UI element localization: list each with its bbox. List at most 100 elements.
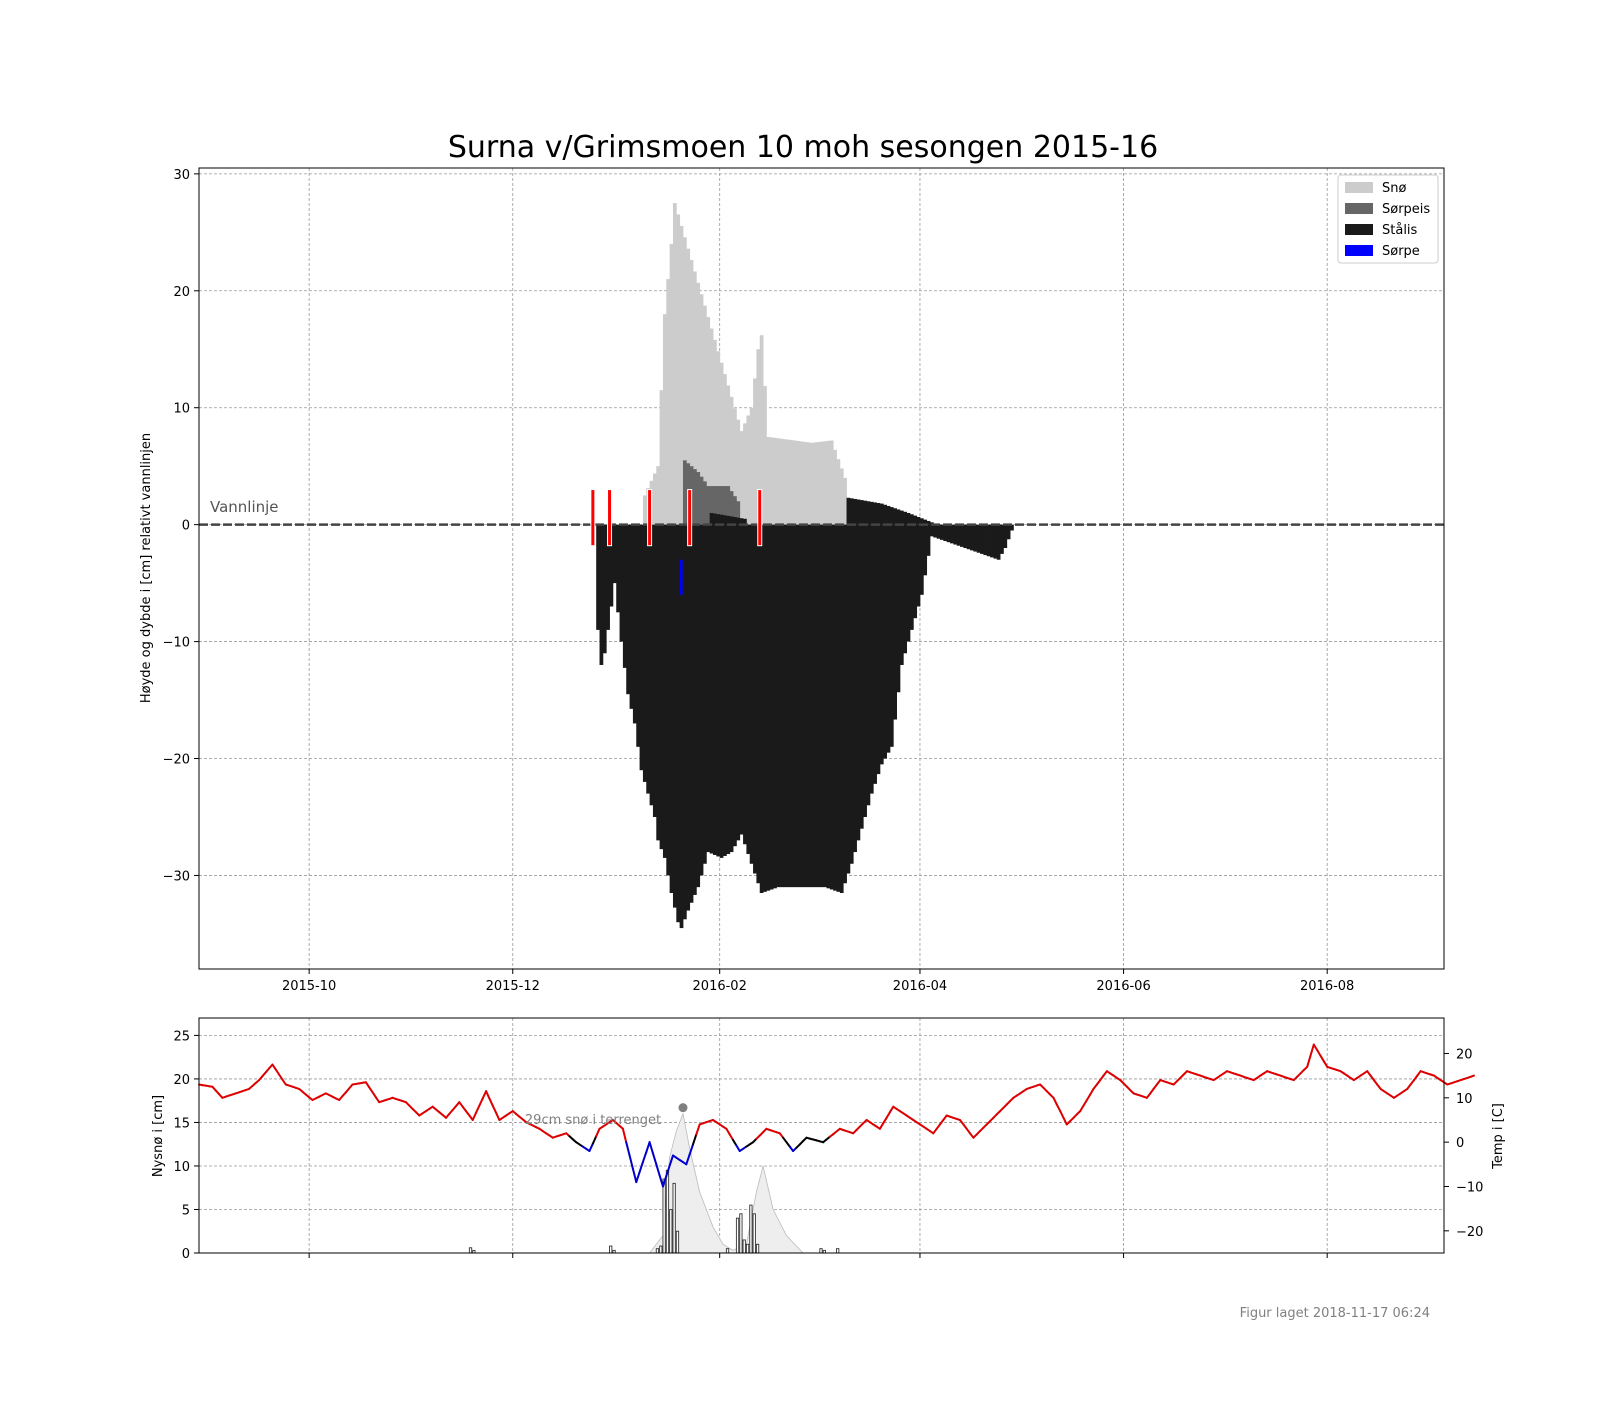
temperature-segment [631, 1167, 638, 1184]
snow-bar [816, 442, 821, 525]
black-ice-bar [816, 524, 821, 888]
new-snow-bar [669, 1209, 673, 1254]
black-ice-top-bar [853, 498, 857, 525]
snow-bar [716, 351, 721, 525]
black-ice-bar [963, 524, 968, 549]
slush-ice-bar [696, 472, 701, 525]
black-ice-bar [612, 524, 617, 584]
snow-bar [686, 248, 691, 525]
black-ice-bar [986, 524, 991, 557]
black-ice-bar [966, 524, 971, 550]
temperature-segment [658, 1174, 664, 1188]
black-ice-bar [646, 524, 651, 794]
black-ice-top-bar [909, 514, 914, 525]
black-ice-top-bar [913, 515, 918, 525]
black-ice-bar [933, 524, 938, 538]
black-ice-bar [596, 524, 600, 630]
new-snow-bar [745, 1243, 750, 1254]
temperature-segment [1319, 1054, 1325, 1063]
new-snow-bar [655, 1248, 660, 1254]
main-y-tick-label: 30 [173, 168, 190, 183]
black-ice-bar [602, 524, 607, 654]
black-ice-bar [819, 524, 824, 888]
temperature-segment [645, 1141, 651, 1154]
black-ice-bar [739, 524, 744, 835]
temperature-segment [621, 1127, 628, 1144]
black-ice-bar [960, 524, 964, 547]
black-ice-bar [766, 524, 771, 891]
black-ice-bar [783, 524, 787, 888]
snow-bar [793, 440, 797, 525]
main-x-tick-label: 2015-12 [486, 979, 540, 994]
temperature-segment [735, 1144, 741, 1152]
snow-bar [823, 441, 827, 525]
temperature-segment [628, 1154, 634, 1170]
black-ice-top-bar [926, 520, 931, 525]
lower-y-right-tick-label: 0 [1456, 1136, 1464, 1151]
black-ice-bar [846, 524, 851, 874]
snow-bar [819, 441, 824, 525]
black-ice-bar [990, 524, 994, 558]
black-ice-top-bar [899, 510, 904, 525]
snow-bar [706, 317, 711, 525]
black-ice-bar [946, 524, 951, 543]
black-ice-bar [706, 524, 711, 853]
slush-ice-bar [719, 486, 724, 525]
snow-bar [746, 415, 751, 525]
black-ice-bar [863, 524, 867, 817]
black-ice-top-bar [739, 518, 744, 525]
snow-bar [726, 385, 731, 525]
black-ice-bar [649, 524, 654, 806]
slush-ice-bar [729, 491, 734, 525]
black-ice-top-bar [916, 516, 921, 525]
temperature-segment [471, 1111, 477, 1121]
black-ice-bar [713, 524, 717, 855]
black-ice-bar [609, 524, 614, 607]
temperature-segment [488, 1097, 494, 1107]
new-snow-bar [742, 1239, 746, 1254]
snow-bar [659, 390, 664, 525]
black-ice-bar [629, 524, 634, 709]
lower-y-right-tick-label: 10 [1456, 1092, 1473, 1107]
snow-bar [719, 362, 724, 525]
black-ice-bar [626, 524, 630, 695]
black-ice-top-bar [713, 513, 717, 525]
legend-frame [1337, 174, 1439, 264]
main-x-tick-label: 2016-08 [1300, 979, 1354, 994]
snow-bar [806, 442, 811, 525]
snow-bar [652, 473, 657, 525]
new-snow-bar [665, 1169, 670, 1254]
snow-bar [696, 282, 701, 525]
temperature-segment [885, 1111, 891, 1119]
snow-bar [679, 225, 684, 525]
slush-ice-bar [709, 486, 714, 525]
snow-bar [703, 305, 707, 525]
black-ice-bar [679, 524, 684, 929]
black-ice-top-bar [869, 501, 874, 525]
temperature-segment [888, 1105, 895, 1114]
black-ice-top-bar [893, 508, 898, 525]
black-ice-bar [826, 524, 831, 889]
black-ice-bar [943, 524, 948, 542]
black-ice-bar [806, 524, 811, 888]
black-ice-bar [996, 524, 1001, 560]
temperature-segment [625, 1141, 631, 1157]
black-ice-bar [642, 524, 647, 782]
black-ice-bar [856, 524, 861, 841]
snow-bar [749, 407, 754, 525]
snow-bar [736, 419, 741, 525]
snow-bar [773, 437, 777, 525]
black-ice-top-bar [886, 505, 891, 525]
main-y-tick-label: 10 [173, 402, 190, 417]
snow-bar [833, 449, 837, 525]
temperature-segment [688, 1143, 694, 1156]
new-snow-bar [739, 1213, 743, 1254]
snow-bar [803, 441, 807, 525]
snow-bar [682, 237, 687, 525]
snow-bar [789, 440, 794, 525]
observation-marker [647, 489, 653, 547]
new-snow-bar [755, 1243, 760, 1254]
black-ice-top-bar [716, 514, 721, 525]
black-ice-top-bar [876, 503, 881, 525]
